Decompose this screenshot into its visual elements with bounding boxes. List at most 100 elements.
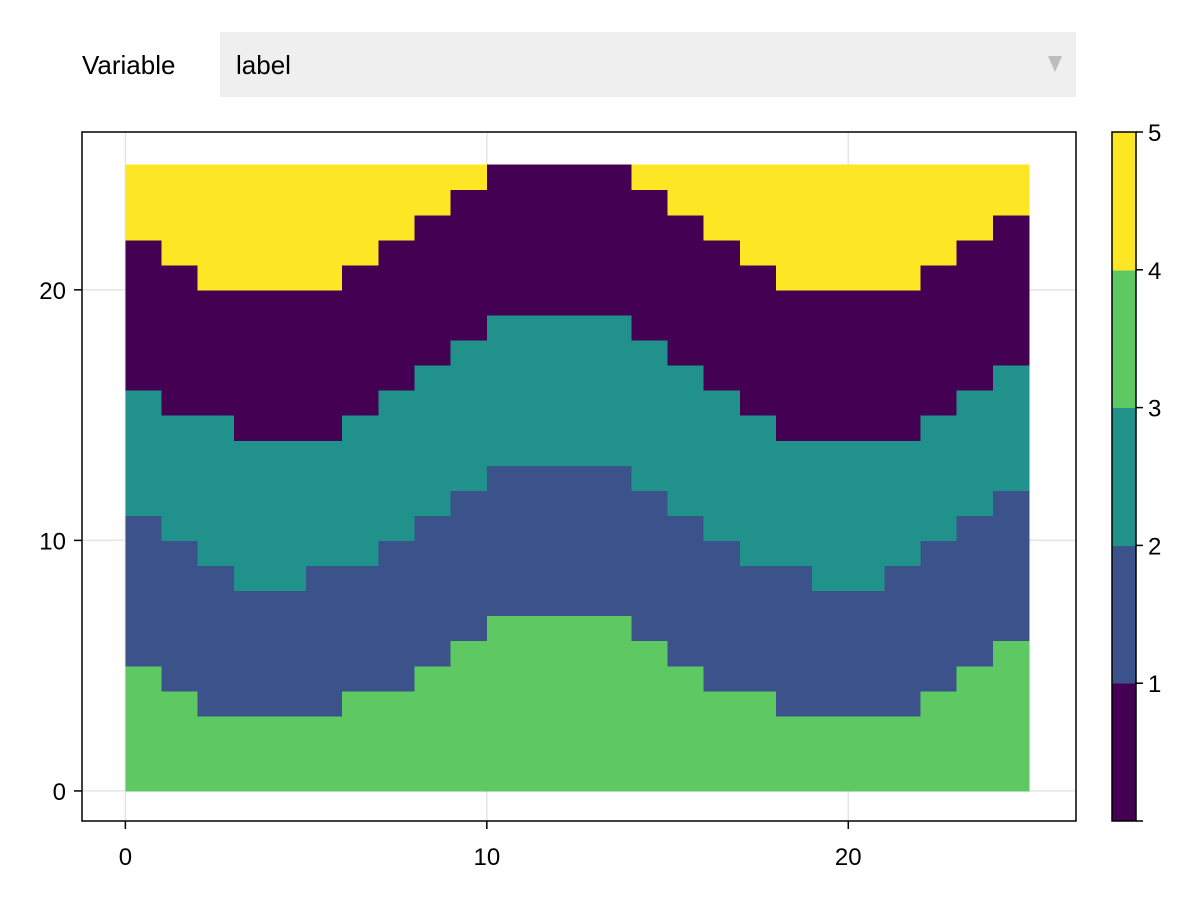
heatmap-cell-yellow: [956, 164, 994, 241]
heatmap-cell-teal: [848, 440, 886, 592]
heatmap-cell-yellow: [703, 164, 741, 241]
heatmap-cell-green: [812, 715, 849, 792]
heatmap-cell-yellow: [884, 164, 922, 291]
heatmap-cell-blue: [414, 515, 452, 667]
colorbar-segment: [1112, 683, 1136, 822]
colorbar-tick-label: 5: [1148, 120, 1161, 147]
heatmap-cell-yellow: [197, 164, 235, 291]
heatmap-cell-teal: [378, 390, 416, 541]
heatmap-cell-blue: [486, 465, 524, 617]
heatmap-cell-blue: [631, 490, 669, 642]
heatmap-cell-teal: [233, 440, 271, 592]
heatmap-cell-teal: [920, 415, 958, 541]
heatmap-cell-purple: [125, 239, 163, 391]
heatmap-cell-teal: [631, 339, 669, 491]
axis-ticks: 0 10 20 0 10 20: [39, 278, 861, 871]
heatmap-cell-blue: [197, 565, 235, 717]
heatmap-cell-yellow: [233, 164, 271, 291]
heatmap-cell-purple: [595, 164, 633, 316]
heatmap-cell-blue: [703, 540, 741, 692]
heatmap-cell-blue: [956, 515, 994, 667]
heatmap-cell-teal: [414, 365, 452, 516]
heatmap-cell-teal: [125, 390, 163, 516]
heatmap-cell-yellow: [414, 164, 452, 216]
heatmap-cell-teal: [956, 390, 994, 516]
heatmap-cell-green: [269, 715, 307, 792]
variable-dropdown-value: label: [236, 50, 291, 80]
x-tick-label: 20: [835, 844, 862, 871]
heatmap-cell-blue: [595, 465, 633, 617]
heatmap-cell-purple: [414, 214, 452, 366]
heatmap-cell-yellow: [992, 164, 1030, 216]
heatmap-cell-purple: [450, 189, 488, 341]
heatmap-cell-blue: [450, 490, 488, 642]
heatmap-cell-teal: [197, 415, 235, 567]
heatmap-cell-blue: [812, 590, 849, 717]
heatmap-cell-green: [522, 615, 560, 792]
heatmap-cell-green: [161, 690, 199, 792]
heatmap-cell-blue: [559, 465, 596, 617]
heatmap-cell-yellow: [269, 164, 307, 291]
heatmap-cell-teal: [812, 440, 849, 592]
heatmap-cell-green: [703, 690, 741, 792]
heatmap-cell-blue: [920, 540, 958, 692]
heatmap-cell-green: [414, 665, 452, 792]
heatmap-cell-blue: [884, 565, 922, 717]
heatmap-cell-blue: [992, 490, 1030, 642]
heatmap-cell-yellow: [775, 164, 813, 291]
heatmap-cell-purple: [269, 289, 307, 441]
heatmap-cell-teal: [884, 440, 922, 567]
heatmap-cell-green: [378, 690, 416, 792]
heatmap-cell-blue: [125, 515, 163, 667]
heatmap-cell-purple: [992, 214, 1030, 366]
heatmap-cell-blue: [522, 465, 560, 617]
heatmap-cell-purple: [848, 289, 886, 441]
colorbar-segment: [1112, 545, 1136, 684]
heatmap-cell-blue: [667, 515, 705, 667]
heatmap-cell-teal: [667, 365, 705, 516]
x-tick-label: 0: [119, 844, 132, 871]
colorbar-segment: [1112, 132, 1136, 271]
heatmap-cell-purple: [667, 214, 705, 366]
heatmap-cell-green: [848, 715, 886, 792]
heatmap-cell-green: [667, 665, 705, 792]
heatmap-cell-green: [992, 640, 1030, 792]
heatmap-cell-green: [233, 715, 271, 792]
heatmap-cell-blue: [342, 565, 379, 692]
variable-dropdown[interactable]: label: [220, 32, 1076, 97]
heatmap-cell-teal: [342, 415, 379, 567]
heatmap-cell-yellow: [125, 164, 163, 241]
plot-frame: [81, 131, 1077, 822]
x-tick-label: 10: [473, 844, 500, 871]
heatmap-cell-purple: [486, 164, 524, 316]
heatmap-cell-yellow: [306, 164, 343, 291]
heatmap-cell-purple: [703, 239, 741, 391]
heatmap-cell-purple: [631, 189, 669, 341]
heatmap-cell-yellow: [667, 164, 705, 216]
heatmap-cell-green: [595, 615, 633, 792]
y-tick-label: 10: [39, 528, 66, 555]
heatmap-cell-blue: [161, 540, 199, 692]
colorbar: 1 2 3 4 5: [1111, 120, 1161, 822]
heatmap-cell-green: [775, 715, 813, 792]
heatmap-cell-teal: [522, 314, 560, 466]
heatmap-cell-yellow: [450, 164, 488, 191]
colorbar-tick-label: 4: [1148, 258, 1161, 285]
heatmap-cell-green: [631, 640, 669, 792]
heatmap-cell-purple: [161, 264, 199, 416]
colorbar-segment: [1112, 269, 1136, 409]
heatmap-cell-yellow: [378, 164, 416, 241]
heatmap-cell-purple: [197, 289, 235, 416]
heatmap-cell-green: [920, 690, 958, 792]
heatmap-cell-blue: [848, 590, 886, 717]
heatmap-cell-blue: [269, 590, 307, 717]
heatmap-cell-teal: [703, 390, 741, 541]
heatmap-cell-blue: [378, 540, 416, 692]
heatmap-cell-teal: [306, 440, 343, 567]
heatmap-cell-teal: [775, 440, 813, 567]
y-tick-label: 0: [53, 779, 66, 806]
heatmap-cell-blue: [775, 565, 813, 717]
heatmap-cell-purple: [306, 289, 343, 441]
heatmap-cell-purple: [739, 264, 777, 416]
heatmap-cell-purple: [956, 239, 994, 391]
